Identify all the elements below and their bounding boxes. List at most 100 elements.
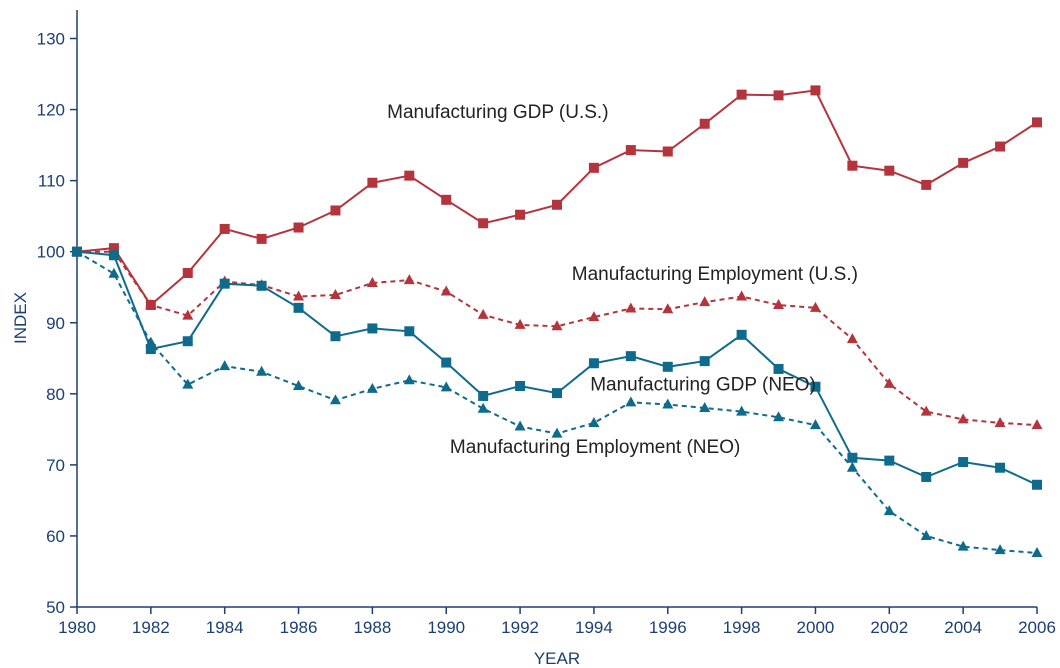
data-point (108, 267, 120, 278)
data-point (957, 540, 969, 551)
data-point (883, 505, 895, 516)
data-point (773, 363, 784, 374)
data-point (625, 145, 636, 156)
data-point (810, 85, 821, 96)
data-point (145, 344, 156, 355)
data-point (403, 274, 415, 285)
data-point (773, 411, 785, 422)
data-point (736, 405, 748, 416)
data-point (182, 309, 194, 320)
data-point (330, 331, 341, 342)
data-point (1032, 479, 1042, 490)
y-tick-label: 110 (38, 172, 65, 191)
x-tick-label: 2000 (797, 618, 835, 637)
data-point (404, 170, 415, 181)
data-point (1031, 419, 1043, 430)
data-point (958, 157, 969, 168)
data-point (588, 311, 600, 322)
y-tick-label: 50 (46, 598, 65, 617)
y-ticks: 50 60 70 80 90 100 110 120 130 (37, 30, 77, 617)
data-point (366, 276, 378, 287)
series-label-manufacturing-gdp-u-s: Manufacturing GDP (U.S.) (387, 102, 608, 123)
data-point (883, 377, 895, 388)
data-point (736, 89, 747, 100)
data-point (477, 308, 489, 319)
data-point (71, 245, 83, 256)
series-label-manufacturing-employment-neo: Manufacturing Employment (NEO) (450, 437, 740, 458)
series-labels: Manufacturing GDP (U.S.) Manufacturing Em… (387, 102, 858, 458)
x-tick-label: 1986 (280, 618, 318, 637)
data-point (995, 462, 1006, 473)
data-point (182, 378, 194, 389)
data-point (884, 165, 895, 176)
x-tick-label: 1998 (723, 618, 761, 637)
data-point (957, 413, 969, 424)
data-point (699, 118, 710, 129)
x-tick-label: 2002 (870, 618, 908, 637)
x-tick-label: 1988 (353, 618, 391, 637)
data-point (182, 336, 193, 347)
data-point (551, 320, 563, 331)
data-point (773, 298, 785, 309)
data-point (145, 336, 157, 347)
series-manufacturing-employment-neo (71, 245, 1043, 557)
data-point (515, 380, 526, 391)
data-point (625, 396, 637, 407)
data-point (477, 402, 489, 413)
data-point (847, 452, 858, 463)
data-point (515, 209, 526, 220)
data-point (404, 326, 415, 337)
data-point (293, 222, 304, 233)
data-point (366, 382, 378, 393)
x-ticks: 1980 1982 1984 1986 1988 1990 1992 1994 1996 1998… (58, 607, 1056, 637)
data-point (920, 529, 932, 540)
data-point (367, 177, 378, 188)
data-point (588, 162, 599, 173)
x-tick-label: 1996 (649, 618, 687, 637)
x-tick-label: 1990 (427, 618, 465, 637)
data-point (662, 303, 674, 314)
data-point (736, 329, 747, 340)
data-point (1032, 117, 1042, 128)
data-point (1031, 546, 1043, 557)
data-point (699, 402, 711, 413)
data-point (884, 455, 895, 466)
data-point (920, 405, 932, 416)
y-tick-label: 120 (37, 101, 65, 120)
x-tick-label: 1992 (501, 618, 539, 637)
x-tick-label: 1982 (132, 618, 170, 637)
data-point (921, 471, 932, 482)
y-axis-title: INDEX (11, 292, 30, 344)
data-point (625, 351, 636, 362)
data-point (403, 374, 415, 385)
data-point (256, 365, 268, 376)
y-tick-label: 70 (46, 456, 65, 475)
y-tick-label: 90 (46, 314, 65, 333)
data-point (625, 302, 637, 313)
data-point (847, 160, 858, 171)
series-manufacturing-gdp-neo (72, 246, 1042, 490)
data-point (478, 218, 489, 229)
data-point (330, 205, 341, 216)
x-axis-title: YEAR (534, 649, 580, 668)
x-tick-label: 1994 (575, 618, 613, 637)
data-point (662, 361, 673, 372)
data-point (846, 461, 858, 472)
data-point (810, 381, 821, 392)
data-point (441, 357, 452, 368)
data-point (736, 290, 748, 301)
data-point (662, 398, 674, 409)
data-point (662, 146, 673, 157)
data-point (293, 379, 305, 390)
data-point (995, 141, 1006, 152)
y-tick-label: 130 (37, 30, 65, 49)
data-point (108, 250, 119, 261)
data-point (145, 298, 157, 309)
series-line-manufacturing-employment-u-s (77, 250, 1038, 427)
data-point (552, 388, 562, 399)
data-point (293, 290, 305, 301)
data-point (440, 285, 452, 296)
data-point (699, 356, 710, 367)
data-point (773, 90, 784, 101)
data-point (588, 416, 600, 427)
